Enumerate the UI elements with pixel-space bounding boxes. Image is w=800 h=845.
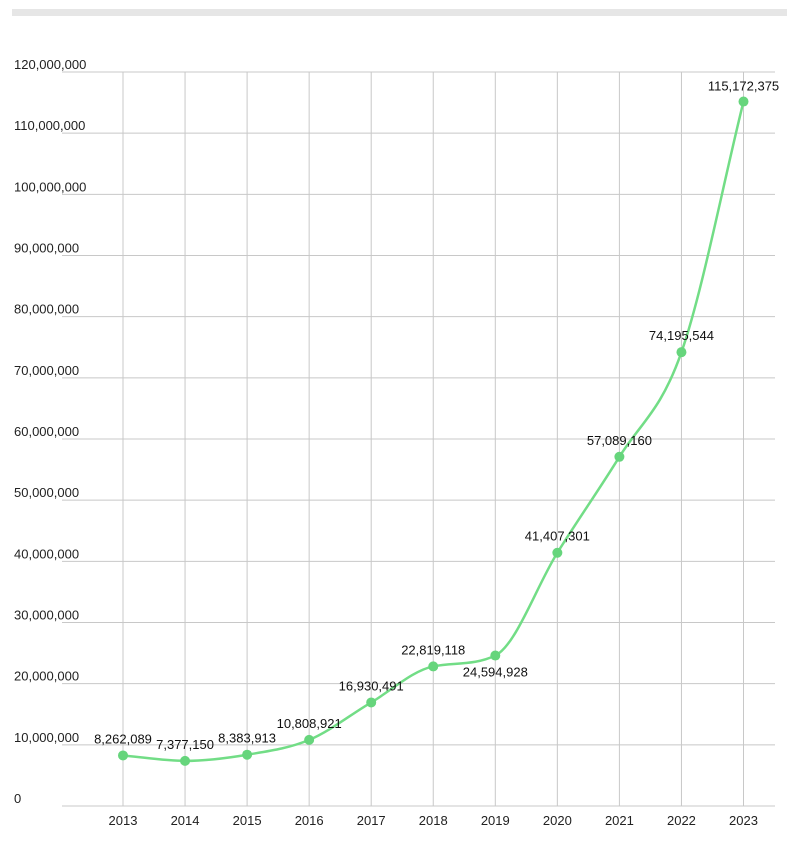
y-tick-label: 90,000,000: [14, 241, 79, 256]
data-label: 16,930,491: [339, 678, 404, 693]
data-point: [304, 734, 315, 745]
data-point: [428, 661, 439, 672]
y-tick-label: 0: [14, 791, 21, 806]
x-tick-label: 2014: [171, 813, 200, 828]
y-tick-label: 20,000,000: [14, 669, 79, 684]
x-tick-label: 2022: [667, 813, 696, 828]
data-point: [242, 749, 253, 760]
data-points: [118, 96, 749, 766]
data-label: 8,262,089: [94, 731, 152, 746]
x-tick-label: 2018: [419, 813, 448, 828]
y-tick-label: 30,000,000: [14, 608, 79, 623]
data-label: 24,594,928: [463, 665, 528, 680]
x-tick-label: 2013: [109, 813, 138, 828]
y-tick-label: 60,000,000: [14, 424, 79, 439]
data-label: 41,407,301: [525, 529, 590, 544]
x-tick-label: 2023: [729, 813, 758, 828]
x-tick-label: 2017: [357, 813, 386, 828]
y-tick-label: 50,000,000: [14, 485, 79, 500]
x-tick-label: 2019: [481, 813, 510, 828]
data-label: 74,195,544: [649, 328, 714, 343]
y-tick-label: 80,000,000: [14, 302, 79, 317]
data-point: [738, 96, 749, 107]
data-point: [118, 750, 128, 761]
data-point: [676, 347, 687, 358]
data-label: 57,089,160: [587, 433, 652, 448]
x-tick-label: 2020: [543, 813, 572, 828]
y-tick-label: 10,000,000: [14, 730, 79, 745]
x-tick-label: 2021: [605, 813, 634, 828]
data-point: [490, 650, 501, 661]
data-point: [180, 755, 191, 766]
gridlines: [62, 71, 775, 807]
x-tick-label: 2015: [233, 813, 262, 828]
data-label: 115,172,375: [708, 79, 779, 94]
data-point: [366, 697, 377, 708]
data-point: [614, 451, 625, 462]
axis-labels: 0 10,000,000 20,000,000 30,000,000 40,000,00…: [14, 57, 758, 828]
data-label: 10,808,921: [277, 716, 342, 731]
data-label: 22,819,118: [401, 642, 465, 657]
y-tick-label: 40,000,000: [14, 546, 79, 561]
data-label: 8,383,913: [218, 731, 276, 746]
y-tick-label: 110,000,000: [14, 118, 85, 133]
data-point: [552, 547, 563, 558]
data-label: 7,377,150: [156, 737, 214, 752]
y-tick-label: 100,000,000: [14, 179, 86, 194]
y-tick-label: 70,000,000: [14, 363, 79, 378]
x-tick-label: 2016: [295, 813, 324, 828]
y-tick-label: 120,000,000: [14, 57, 86, 72]
top-bar: [12, 9, 787, 16]
